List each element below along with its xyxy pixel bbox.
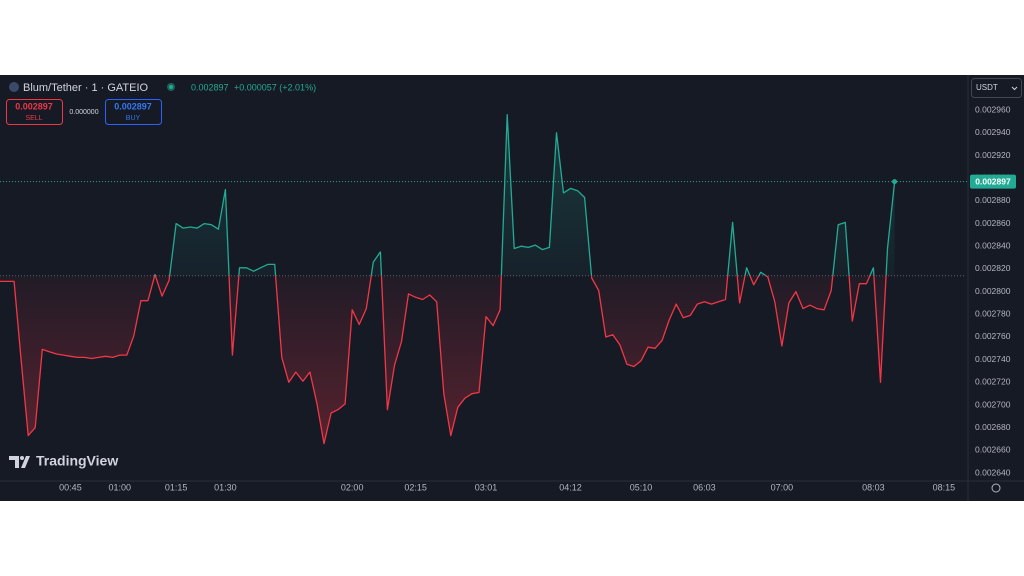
y-tick-label: 0.002920 (975, 150, 1011, 160)
y-tick-label: 0.002700 (975, 399, 1011, 409)
x-tick-label: 01:15 (165, 482, 188, 492)
sell-label: SELL (25, 115, 42, 122)
y-tick-label: 0.002860 (975, 218, 1011, 228)
x-tick-label: 00:45 (59, 482, 82, 492)
y-tick-label: 0.002660 (975, 445, 1011, 455)
currency-dropdown[interactable] (971, 78, 1022, 98)
y-tick-label: 0.002960 (975, 104, 1011, 114)
x-tick-label: 01:00 (108, 482, 131, 492)
price-line (0, 114, 896, 445)
logo-text: TradingView (36, 453, 118, 469)
x-tick-label: 02:00 (341, 482, 364, 492)
x-tick-label: 05:10 (630, 482, 653, 492)
x-tick-label: 06:03 (693, 482, 716, 492)
y-tick-label: 0.002880 (975, 195, 1011, 205)
settings-icon[interactable] (991, 483, 1001, 493)
price-change: +0.000057 (+2.01%) (234, 82, 316, 92)
x-tick-label: 08:15 (933, 482, 956, 492)
y-tick-label: 0.002760 (975, 331, 1011, 341)
baseline-area (0, 114, 895, 444)
sell-price: 0.002897 (15, 101, 53, 111)
x-tick-label: 07:00 (771, 482, 794, 492)
market-status-dot (169, 85, 173, 89)
y-tick-label: 0.002820 (975, 263, 1011, 273)
symbol-icon (9, 82, 19, 92)
logo-dot (20, 456, 24, 460)
last-price-label: 0.002897 (975, 176, 1011, 186)
symbol-title: Blum/Tether · 1 · GATEIO (23, 82, 149, 94)
last-price: 0.002897 (191, 82, 229, 92)
x-tick-label: 03:01 (475, 482, 498, 492)
plot (0, 114, 968, 445)
y-tick-label: 0.002840 (975, 240, 1011, 250)
buy-button[interactable] (105, 99, 162, 125)
y-tick-label: 0.002640 (975, 467, 1011, 477)
buy-label: BUY (126, 115, 141, 122)
y-tick-label: 0.002740 (975, 354, 1011, 364)
x-tick-label: 02:15 (404, 482, 427, 492)
last-point (892, 179, 898, 185)
chart-panel (0, 75, 1024, 501)
buy-price: 0.002897 (114, 101, 152, 111)
spread: 0.000000 (69, 109, 98, 116)
currency-label: USDT (976, 83, 998, 92)
dropdown-chevron (1011, 86, 1018, 91)
x-tick-label: 08:03 (862, 482, 885, 492)
sell-button[interactable] (6, 99, 63, 125)
y-tick-label: 0.002680 (975, 422, 1011, 432)
x-tick-label: 04:12 (559, 482, 582, 492)
y-tick-label: 0.002780 (975, 309, 1011, 319)
y-tick-label: 0.002720 (975, 377, 1011, 387)
y-tick-label: 0.002800 (975, 286, 1011, 296)
logo-mark (9, 456, 30, 468)
last-price-box (970, 174, 1016, 189)
y-tick-label: 0.002940 (975, 127, 1011, 137)
x-tick-label: 01:30 (214, 482, 237, 492)
